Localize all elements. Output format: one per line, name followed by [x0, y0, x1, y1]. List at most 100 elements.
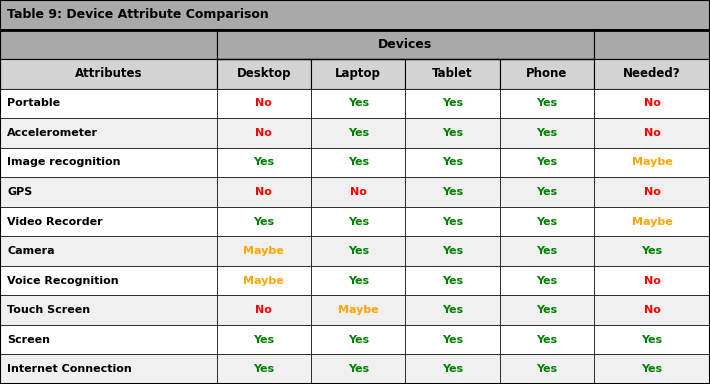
Text: No: No	[644, 305, 660, 315]
Text: GPS: GPS	[7, 187, 33, 197]
Bar	[217, 354, 311, 384]
Text: No: No	[350, 187, 366, 197]
Bar	[311, 89, 405, 118]
Bar	[0, 118, 217, 148]
Text: Attributes: Attributes	[75, 67, 142, 80]
Bar	[311, 266, 405, 295]
Bar	[405, 207, 500, 236]
Bar	[594, 59, 710, 89]
Text: Yes: Yes	[253, 157, 274, 167]
Bar	[500, 266, 594, 295]
Bar	[594, 325, 710, 354]
Bar	[0, 148, 217, 177]
Bar	[0, 177, 217, 207]
Bar	[0, 354, 217, 384]
Text: Yes: Yes	[348, 246, 368, 256]
Text: Yes: Yes	[537, 98, 557, 108]
Bar	[311, 148, 405, 177]
Bar	[0, 89, 217, 118]
Text: No: No	[256, 187, 272, 197]
Text: Yes: Yes	[642, 335, 662, 345]
Text: Needed?: Needed?	[623, 67, 681, 80]
Text: Desktop: Desktop	[236, 67, 291, 80]
Bar	[500, 148, 594, 177]
Bar	[0, 295, 217, 325]
Bar	[217, 118, 311, 148]
Bar	[0, 266, 217, 295]
Text: Phone: Phone	[526, 67, 568, 80]
Text: Yes: Yes	[442, 335, 463, 345]
Text: Voice Recognition: Voice Recognition	[7, 276, 119, 286]
Bar	[500, 325, 594, 354]
Text: Maybe: Maybe	[632, 157, 672, 167]
Text: Maybe: Maybe	[244, 276, 284, 286]
Text: Maybe: Maybe	[632, 217, 672, 227]
Bar	[311, 236, 405, 266]
Text: Yes: Yes	[348, 217, 368, 227]
Bar	[500, 59, 594, 89]
Text: Yes: Yes	[253, 217, 274, 227]
Text: Table 9: Device Attribute Comparison: Table 9: Device Attribute Comparison	[7, 8, 269, 21]
Bar	[594, 236, 710, 266]
Bar	[500, 118, 594, 148]
Bar	[405, 59, 500, 89]
Bar	[594, 177, 710, 207]
Bar	[0, 59, 217, 89]
Text: Yes: Yes	[442, 276, 463, 286]
Bar	[311, 177, 405, 207]
Text: Yes: Yes	[442, 217, 463, 227]
Bar	[500, 89, 594, 118]
Bar	[217, 295, 311, 325]
Bar	[500, 295, 594, 325]
Text: Touch Screen: Touch Screen	[7, 305, 90, 315]
Text: No: No	[644, 187, 660, 197]
Bar	[405, 325, 500, 354]
Bar	[311, 118, 405, 148]
Text: Yes: Yes	[348, 157, 368, 167]
Text: No: No	[256, 128, 272, 138]
Bar	[500, 354, 594, 384]
Bar	[217, 148, 311, 177]
Bar	[405, 148, 500, 177]
Bar	[217, 325, 311, 354]
Text: Video Recorder: Video Recorder	[7, 217, 103, 227]
Bar	[0, 0, 710, 30]
Bar	[500, 236, 594, 266]
Bar	[405, 118, 500, 148]
Text: Yes: Yes	[442, 305, 463, 315]
Bar	[311, 207, 405, 236]
Text: Screen: Screen	[7, 335, 50, 345]
Bar	[500, 177, 594, 207]
Text: Yes: Yes	[642, 364, 662, 374]
Bar	[217, 89, 311, 118]
Text: Yes: Yes	[537, 128, 557, 138]
Text: Internet Connection: Internet Connection	[7, 364, 132, 374]
Bar	[594, 89, 710, 118]
Text: Yes: Yes	[253, 335, 274, 345]
Bar	[405, 266, 500, 295]
Bar	[594, 354, 710, 384]
Bar	[594, 266, 710, 295]
Text: Yes: Yes	[442, 157, 463, 167]
Text: Yes: Yes	[537, 335, 557, 345]
Text: Devices: Devices	[378, 38, 432, 51]
Bar	[311, 325, 405, 354]
Text: Yes: Yes	[253, 364, 274, 374]
Text: Image recognition: Image recognition	[7, 157, 121, 167]
Text: Yes: Yes	[348, 276, 368, 286]
Text: Camera: Camera	[7, 246, 55, 256]
Bar	[0, 325, 217, 354]
Text: Yes: Yes	[442, 187, 463, 197]
Text: Yes: Yes	[442, 98, 463, 108]
Bar	[217, 30, 594, 59]
Text: No: No	[256, 98, 272, 108]
Text: Portable: Portable	[7, 98, 60, 108]
Text: Yes: Yes	[348, 128, 368, 138]
Bar	[594, 295, 710, 325]
Bar	[405, 89, 500, 118]
Bar	[311, 59, 405, 89]
Bar	[405, 177, 500, 207]
Text: Yes: Yes	[537, 217, 557, 227]
Bar	[0, 30, 217, 59]
Bar	[217, 236, 311, 266]
